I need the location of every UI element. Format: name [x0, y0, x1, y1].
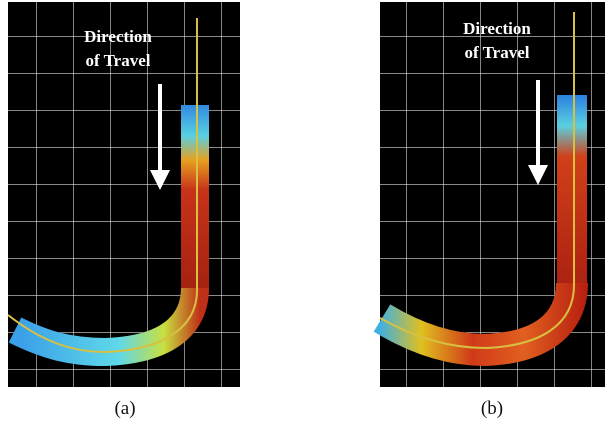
- annotation: Direction: [463, 19, 531, 38]
- annotation: of Travel: [465, 43, 530, 62]
- annotation: of Travel: [86, 51, 151, 70]
- figure: Direction of Travel Direction of Travel …: [0, 0, 608, 427]
- caption: (a): [114, 398, 135, 419]
- panel-b: Direction of Travel: [380, 2, 605, 387]
- panel-a: Direction of Travel: [8, 2, 240, 387]
- page: {"panels": [ {"annotation": ["Direction"…: [0, 0, 608, 427]
- caption: (b): [481, 398, 503, 419]
- annotation: Direction: [84, 27, 152, 46]
